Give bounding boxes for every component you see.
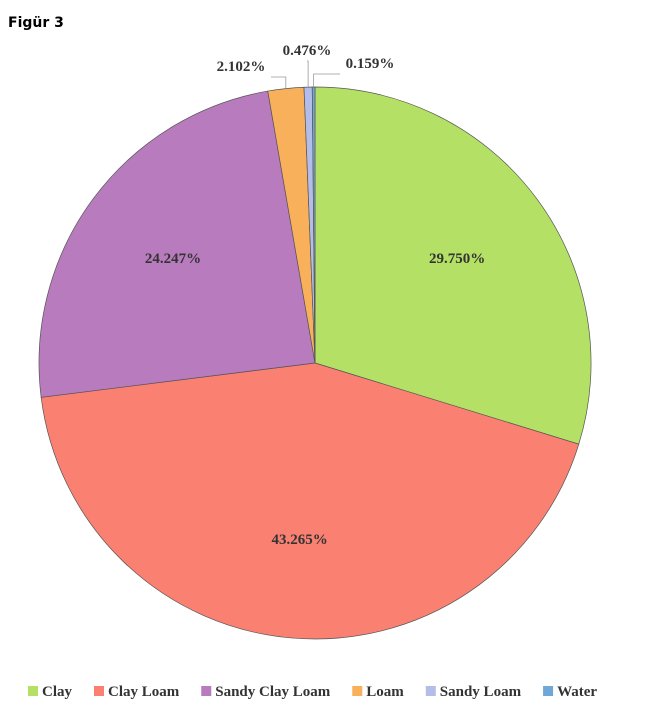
- legend-swatch: [201, 686, 212, 696]
- legend-swatch: [543, 686, 554, 696]
- legend-swatch: [94, 686, 104, 696]
- data-label: 2.102%: [217, 59, 266, 75]
- legend-label: Water: [557, 684, 597, 700]
- legend-swatch: [425, 686, 436, 696]
- data-label: 0.476%: [283, 43, 332, 59]
- legend-swatch: [352, 686, 363, 696]
- pie-slice: [38, 90, 316, 398]
- data-label: 29.750%: [429, 251, 485, 267]
- pie-slice: [40, 362, 580, 640]
- legend-label: Clay Loam: [108, 684, 180, 700]
- legend-label: Loam: [366, 684, 404, 700]
- figure-title: Figür 3: [8, 15, 64, 31]
- legend-label: Sandy Loam: [440, 684, 522, 700]
- pie-slice: [314, 86, 592, 445]
- pie-slice: [311, 86, 316, 364]
- leader-line: [313, 73, 340, 88]
- data-label: 43.265%: [272, 532, 328, 548]
- leader-line: [307, 60, 309, 88]
- legend-swatch: [28, 686, 38, 696]
- data-label: 0.159%: [346, 56, 395, 72]
- legend-label: Sandy Clay Loam: [215, 684, 331, 700]
- leader-line: [271, 76, 287, 89]
- data-label: 24.247%: [145, 251, 201, 267]
- legend-label: Clay: [42, 684, 73, 700]
